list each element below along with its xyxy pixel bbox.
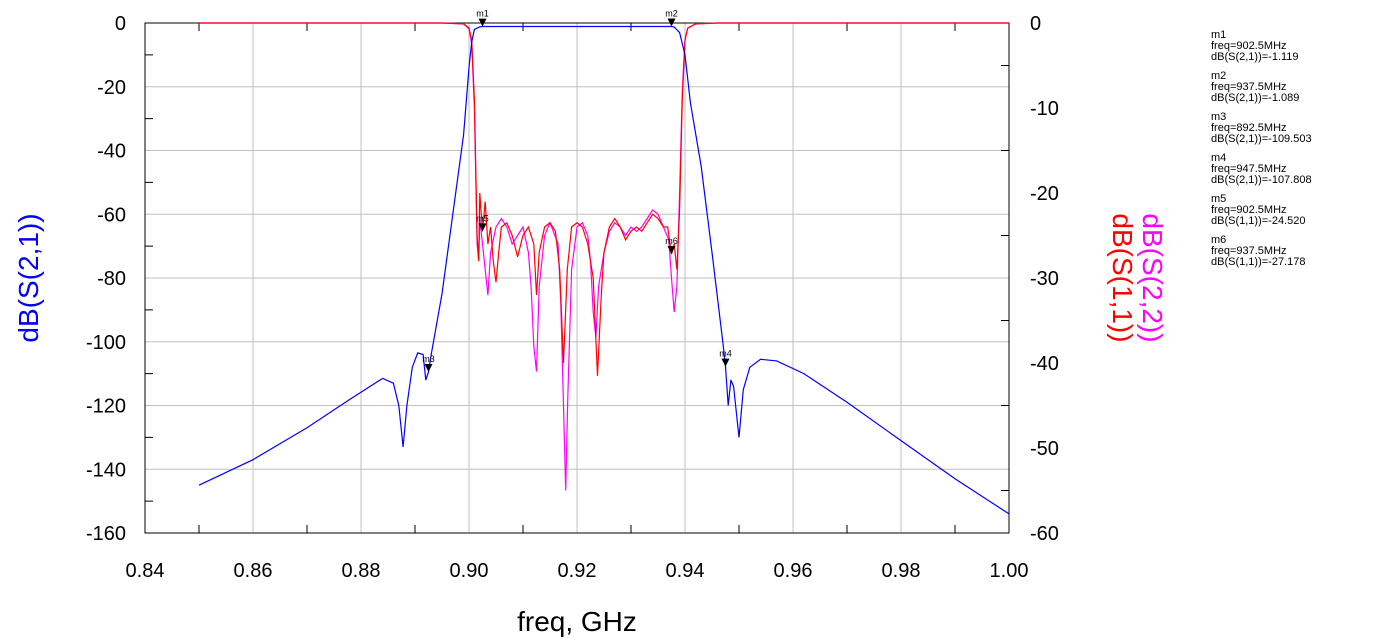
x-axis-title: freq, GHz	[517, 606, 637, 637]
legend-marker-name: m5	[1211, 193, 1227, 205]
axis-ticks: 0.84 0.86 0.88 0.90 0.92 0.94 0.96 0.98 1.00 0 -20…	[86, 13, 1059, 582]
x-tick-label: 0.86	[234, 560, 273, 582]
legend-m3: m3 freq=892.5MHz dB(S(2,1))=-109.503	[1211, 112, 1312, 145]
y-axis-title-right-s11: dB(S(1,1))	[1107, 213, 1138, 342]
legend-value: dB(S(1,1))=-27.178	[1211, 256, 1306, 268]
marker-m2	[667, 18, 676, 27]
legend-value: dB(S(2,1))=-1.119	[1211, 51, 1299, 63]
x-tick-label: 1.00	[990, 560, 1029, 582]
legend-marker-name: m1	[1211, 29, 1227, 41]
y-left-tick-label: -100	[86, 332, 126, 354]
marker-m6	[667, 246, 676, 255]
legend-m4: m4 freq=947.5MHz dB(S(2,1))=-107.808	[1211, 153, 1312, 186]
y-left-tick-label: 0	[115, 13, 126, 35]
y-axis-title-left: dB(S(2,1))	[13, 213, 44, 342]
marker-label-m4: m4	[719, 349, 732, 359]
marker-m5	[478, 223, 487, 232]
legend-value: dB(S(2,1))=-107.808	[1211, 174, 1312, 186]
marker-label-m1: m1	[476, 9, 489, 19]
x-tick-label: 0.88	[342, 560, 381, 582]
y-left-tick-label: -60	[97, 204, 126, 226]
y-right-tick-label: 0	[1030, 13, 1041, 35]
marker-label-m5: m5	[476, 213, 489, 223]
y-right-tick-label: -40	[1030, 353, 1059, 375]
marker-readout-legend: m1 freq=902.5MHz dB(S(2,1))=-1.119 m2 freq=9…	[1211, 30, 1312, 276]
y-right-tick-label: -50	[1030, 438, 1059, 460]
legend-freq: freq=892.5MHz	[1211, 122, 1287, 134]
x-tick-label: 0.94	[666, 560, 705, 582]
x-tick-label: 0.98	[882, 560, 921, 582]
trace-db-s-1-1	[199, 22, 1009, 376]
y-right-tick-label: -20	[1030, 183, 1059, 205]
x-tick-label: 0.90	[450, 560, 489, 582]
trace-db-s-2-1	[198, 25, 1010, 515]
y-left-tick-label: -140	[86, 459, 126, 481]
legend-value: dB(S(2,1))=-1.089	[1211, 92, 1300, 104]
marker-m4	[721, 358, 730, 367]
y-right-tick-label: -60	[1030, 523, 1059, 545]
y-right-tick-label: -10	[1030, 98, 1059, 120]
y-left-tick-label: -120	[86, 396, 126, 418]
legend-m5: m5 freq=902.5MHz dB(S(1,1))=-24.520	[1211, 194, 1312, 227]
marker-label-m3: m3	[422, 354, 435, 364]
y-axis-title-right-s22: dB(S(2,2))	[1137, 213, 1168, 342]
marker-m1	[478, 18, 487, 27]
marker-label-m2: m2	[665, 8, 678, 18]
marker-m3	[424, 364, 433, 373]
legend-value: dB(S(1,1))=-24.520	[1211, 215, 1306, 227]
legend-marker-name: m4	[1211, 152, 1227, 164]
legend-freq: freq=937.5MHz	[1211, 245, 1287, 257]
legend-marker-name: m6	[1211, 234, 1227, 246]
plot-frame	[144, 22, 1010, 534]
legend-m2: m2 freq=937.5MHz dB(S(2,1))=-1.089	[1211, 71, 1312, 104]
y-left-tick-label: -20	[97, 77, 126, 99]
trace-db-s-2-2	[199, 22, 1009, 491]
x-tick-label: 0.96	[774, 560, 813, 582]
x-tick-label: 0.84	[126, 560, 165, 582]
y-left-tick-label: -160	[86, 523, 126, 545]
legend-m1: m1 freq=902.5MHz dB(S(2,1))=-1.119	[1211, 30, 1312, 63]
y-left-tick-label: -80	[97, 268, 126, 290]
y-right-tick-label: -30	[1030, 268, 1059, 290]
legend-value: dB(S(2,1))=-109.503	[1211, 133, 1312, 145]
legend-freq: freq=902.5MHz	[1211, 40, 1287, 52]
legend-freq: freq=937.5MHz	[1211, 81, 1287, 93]
legend-marker-name: m3	[1211, 111, 1227, 123]
y-left-tick-label: -40	[97, 141, 126, 163]
x-tick-label: 0.92	[558, 560, 597, 582]
markers: m1 m2 m3 m4 m5 m6	[422, 8, 732, 373]
traces	[198, 22, 1010, 515]
legend-freq: freq=902.5MHz	[1211, 204, 1287, 216]
legend-m6: m6 freq=937.5MHz dB(S(1,1))=-27.178	[1211, 235, 1312, 268]
legend-freq: freq=947.5MHz	[1211, 163, 1287, 175]
grid-lines	[145, 23, 1009, 533]
marker-label-m6: m6	[665, 236, 678, 246]
legend-marker-name: m2	[1211, 70, 1227, 82]
